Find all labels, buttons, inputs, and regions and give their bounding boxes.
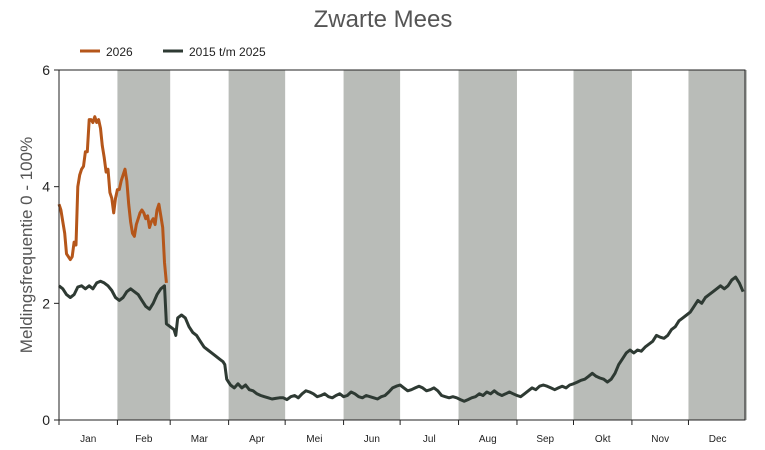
band-dec xyxy=(688,70,747,420)
band-jun xyxy=(343,70,401,420)
x-ticks: Jan Feb Mar Apr Mei Jun Jul Aug Sep Okt Nov Dec xyxy=(58,420,727,445)
chart-title: Zwarte Mees xyxy=(314,6,453,33)
y-axis-label: Meldingsfrequentie 0 - 100% xyxy=(17,137,36,353)
month-bands xyxy=(117,70,747,420)
x-tick-feb: Feb xyxy=(135,434,153,445)
legend: 2026 2015 t/m 2025 xyxy=(80,45,266,59)
x-tick-mei: Mei xyxy=(306,434,322,445)
x-tick-aug: Aug xyxy=(479,434,497,445)
series-lines xyxy=(57,115,745,403)
x-tick-jan: Jan xyxy=(80,434,96,445)
y-tick-4: 4 xyxy=(42,179,50,195)
x-tick-nov: Nov xyxy=(651,434,669,445)
x-tick-apr: Apr xyxy=(249,434,265,445)
series-line-2026 xyxy=(57,115,168,284)
band-aug xyxy=(458,70,517,420)
y-tick-6: 6 xyxy=(42,62,50,78)
x-tick-sep: Sep xyxy=(536,434,554,445)
y-tick-2: 2 xyxy=(42,295,50,311)
x-tick-jul: Jul xyxy=(423,434,436,445)
x-tick-dec: Dec xyxy=(709,434,727,445)
band-apr xyxy=(228,70,286,420)
x-tick-okt: Okt xyxy=(595,434,611,445)
y-tick-0: 0 xyxy=(42,412,50,428)
y-ticks: 0 2 4 6 xyxy=(42,62,59,428)
x-tick-jun: Jun xyxy=(364,434,380,445)
legend-label-2026: 2026 xyxy=(106,45,133,59)
series-line-2015-2025 xyxy=(58,275,745,403)
band-okt xyxy=(573,70,632,420)
x-tick-mar: Mar xyxy=(191,434,209,445)
plot-frame xyxy=(58,69,746,421)
legend-label-2015-2025: 2015 t/m 2025 xyxy=(189,45,266,59)
band-feb xyxy=(117,70,171,420)
